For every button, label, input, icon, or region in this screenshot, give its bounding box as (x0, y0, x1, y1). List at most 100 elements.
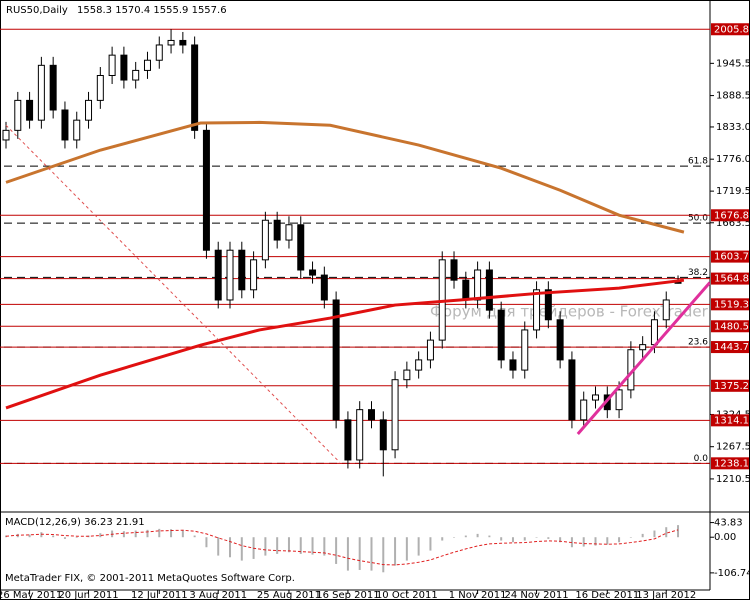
level-label: 2005.8 (714, 24, 749, 35)
macd-bar (641, 533, 644, 538)
chart-header: RUS50,Daily 1558.3 1570.4 1555.9 1557.6 (6, 5, 227, 16)
y-tick-label: 1776.0 (716, 154, 750, 165)
candle-body (544, 289, 552, 321)
macd-bar (535, 537, 538, 538)
fib-label: 38.2 (688, 268, 708, 278)
y-tick-label: 1945.5 (716, 58, 750, 69)
copyright: MetaTrader FIX, © 2001-2011 MetaQuotes S… (5, 573, 295, 584)
macd-bar (559, 537, 562, 543)
candle-body (521, 329, 529, 371)
candle-body (332, 299, 340, 421)
macd-bar (629, 537, 632, 538)
candle-body (344, 419, 352, 461)
macd-bar (264, 537, 267, 556)
macd-bar (582, 537, 585, 547)
x-tick-label: 26 May 2011 (0, 590, 62, 600)
last-open: 1558.3 (77, 5, 112, 16)
candle-body (202, 129, 210, 251)
level-label: 1519.3 (714, 299, 749, 310)
candle-body (474, 269, 482, 301)
y-tick-label: 1888.5 (716, 91, 750, 102)
y-tick-label: 1210.5 (716, 474, 750, 485)
macd-bar (181, 529, 184, 538)
candle-body (214, 249, 222, 301)
level-label: 1564.8 (714, 274, 749, 285)
symbol: RUS50,Daily (6, 5, 68, 16)
macd-bar (217, 537, 220, 556)
candle-body (273, 219, 281, 241)
macd-bar (547, 537, 550, 539)
macd-bar (5, 535, 7, 538)
macd-bar (311, 537, 314, 555)
level-label: 1676.8 (714, 210, 749, 221)
level-label: 1314.1 (714, 415, 749, 426)
candle-body (615, 389, 623, 411)
macd-main-value: 36.23 (84, 517, 113, 528)
candle-body (261, 219, 269, 261)
level-box (711, 320, 749, 333)
macd-bar (511, 537, 514, 543)
moving-average (5, 120, 685, 234)
macd-bar (394, 537, 397, 566)
y-tick-label: 43.83 (714, 518, 743, 529)
macd-bar (205, 537, 208, 548)
level-box (711, 23, 749, 36)
candle-body (49, 64, 57, 111)
candle-body (580, 399, 588, 421)
macd-bar (63, 537, 66, 539)
macd-bar (240, 537, 243, 561)
candle-body (650, 319, 658, 346)
macd-bar (417, 537, 420, 556)
macd-signal-value: 21.91 (116, 517, 145, 528)
x-tick-label: 24 Nov 2011 (505, 590, 569, 600)
macd-bar (523, 537, 526, 541)
candle-body (61, 109, 69, 141)
candle-body (250, 259, 258, 291)
candle-body (415, 359, 423, 371)
macd-bar (382, 537, 385, 573)
x-tick-label: 10 Oct 2011 (376, 590, 438, 600)
level-box (711, 209, 749, 222)
macd-bar (75, 537, 78, 538)
macd-bar (170, 529, 173, 538)
candle-body (285, 224, 293, 241)
macd-bar (28, 534, 31, 538)
macd-bar (99, 533, 102, 538)
macd-bar (229, 537, 232, 558)
level-box (711, 457, 749, 470)
fib-label: 23.6 (688, 338, 708, 348)
candle-body (309, 269, 317, 276)
moving-average (5, 278, 685, 410)
candle-body (108, 54, 116, 77)
x-tick-label: 16 Dec 2011 (575, 590, 639, 600)
candle-body (191, 44, 199, 131)
macd-bar (464, 535, 467, 538)
last-high: 1570.4 (115, 5, 150, 16)
axes: 1945.51888.51833.01776.01719.51663.51324… (0, 23, 750, 600)
level-label: 1480.5 (714, 321, 749, 332)
candle-body (485, 269, 493, 311)
x-tick-label: 1 Nov 2011 (449, 590, 507, 600)
candle-body (37, 64, 45, 121)
level-box (711, 250, 749, 263)
x-tick-label: 16 Sep 2011 (316, 590, 379, 600)
candle-body (450, 259, 458, 281)
candle-body (14, 99, 22, 131)
candle-body (179, 39, 187, 46)
candle-body (556, 319, 564, 361)
macd-signal (5, 529, 679, 566)
macd-bar (594, 537, 597, 546)
candle-body (462, 279, 470, 301)
level-box (711, 379, 749, 392)
candle-body (320, 274, 328, 301)
macd-bar (335, 537, 338, 564)
macd-bar (441, 537, 444, 541)
fib-label: 0.0 (694, 454, 709, 464)
x-tick-label: 3 Aug 2011 (189, 590, 247, 600)
fib-label: 61.8 (688, 157, 708, 167)
macd-bar (299, 537, 302, 554)
candle-body (568, 359, 576, 421)
macd-bar (146, 529, 149, 538)
macd-bar (665, 527, 668, 538)
